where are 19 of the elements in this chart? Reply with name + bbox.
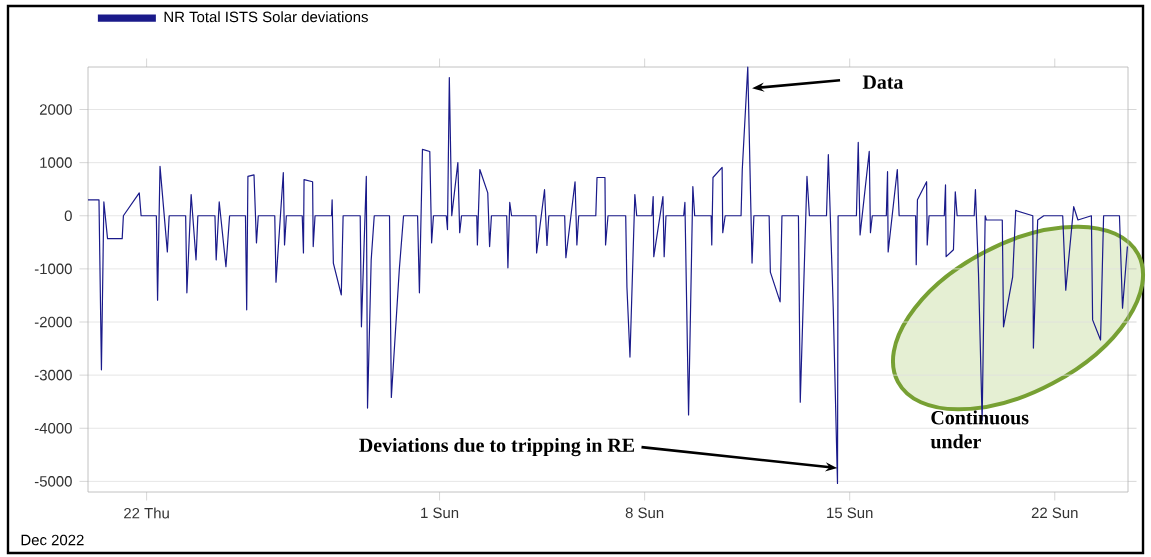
- x-tick-label: 22 Sun: [1031, 507, 1078, 519]
- y-tick-label: 2000: [39, 104, 72, 115]
- x-tick-label: 8 Sun: [625, 507, 664, 519]
- annotation: Data: [862, 75, 904, 89]
- y-tick-label: 0: [64, 210, 72, 222]
- annotation: Deviations due to tripping in RE: [359, 437, 635, 457]
- text: Dec 2022: [21, 534, 84, 546]
- line-series: [87, 66, 1128, 485]
- x-tick-label: 1 Sun: [421, 507, 459, 519]
- y-tick-label: -5000: [34, 476, 72, 487]
- x-tick-label: 15 Sun: [827, 507, 873, 519]
- y-tick-label: -3000: [34, 369, 72, 381]
- legend-label: NR Total ISTS Solar deviations: [164, 11, 368, 23]
- y-tick-label: -2000: [34, 316, 72, 328]
- y-tick-label: -4000: [34, 422, 72, 434]
- y-tick-label: 1000: [40, 157, 72, 168]
- y-tick-label: -1000: [34, 263, 72, 275]
- annotation: Continuous under: [930, 410, 1029, 449]
- x-tick-label: 22 Thu: [124, 507, 169, 519]
